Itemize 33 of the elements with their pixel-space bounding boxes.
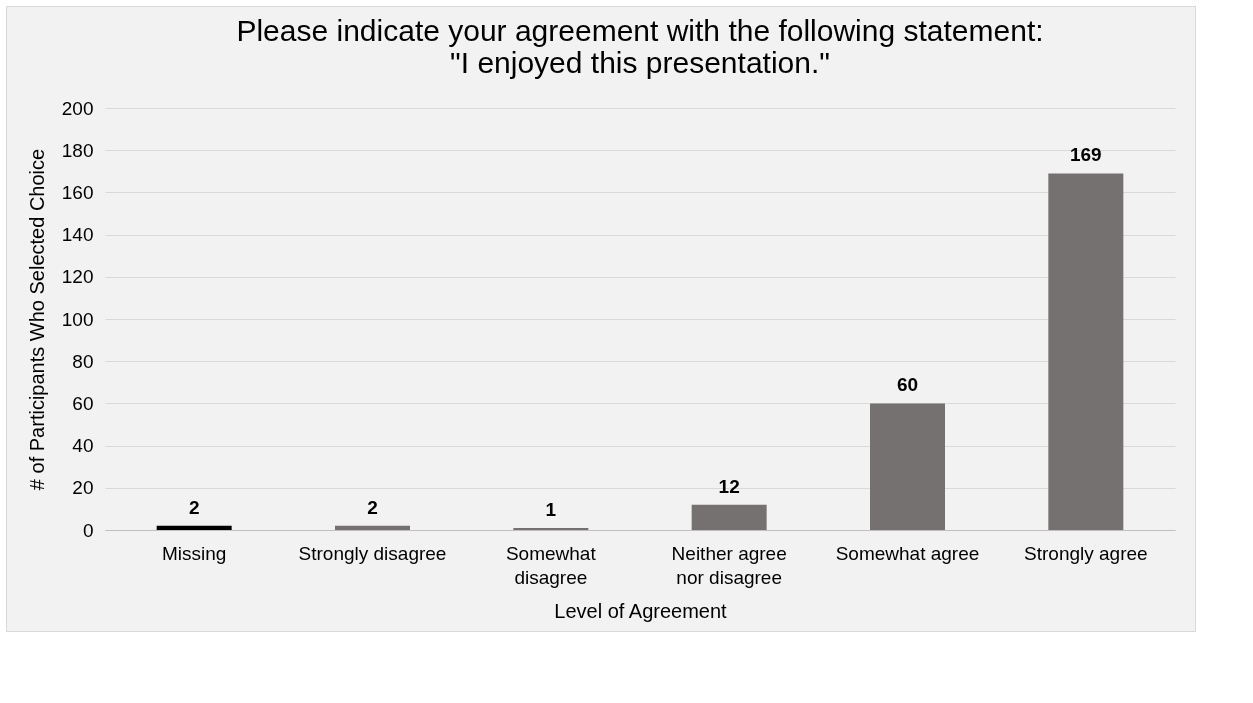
y-tick-label: 200 bbox=[61, 97, 94, 119]
y-tick-label: 20 bbox=[72, 477, 94, 499]
x-axis-title: Level of Agreement bbox=[554, 599, 728, 622]
x-tick-label: Somewhat disagree bbox=[505, 542, 597, 588]
data-label: 169 bbox=[1069, 144, 1102, 166]
y-tick-label: 0 bbox=[82, 519, 94, 541]
y-tick-label: 140 bbox=[61, 224, 94, 246]
y-tick-label: 40 bbox=[72, 435, 94, 457]
data-label: 12 bbox=[718, 475, 740, 497]
bar bbox=[156, 525, 232, 530]
bar bbox=[335, 525, 410, 530]
y-tick-label: 100 bbox=[61, 308, 94, 330]
text: "I enjoyed this presentation." bbox=[450, 46, 830, 79]
data-label: 1 bbox=[545, 498, 557, 520]
y-tick-label: 160 bbox=[61, 181, 94, 203]
text: Please indicate your agreement with the following statement: bbox=[236, 14, 1044, 47]
y-tick-label: 120 bbox=[61, 266, 94, 288]
bar bbox=[870, 403, 945, 530]
x-tick-label: Neither agree nor disagree bbox=[671, 542, 787, 588]
x-tick-label: Somewhat agree bbox=[835, 542, 980, 564]
y-tick-label: 180 bbox=[61, 139, 94, 161]
y-tick-label: 60 bbox=[72, 392, 94, 414]
x-tick-label: Strongly agree bbox=[1024, 542, 1148, 564]
x-tick-label: Strongly disagree bbox=[298, 542, 447, 564]
bar bbox=[513, 527, 589, 530]
data-label: 60 bbox=[896, 374, 919, 396]
data-label: 2 bbox=[188, 496, 200, 518]
y-tick-label: 80 bbox=[72, 350, 94, 372]
bar bbox=[1048, 173, 1124, 530]
data-label: 2 bbox=[367, 496, 378, 518]
y-axis-title: # of Participants Who Selected Choice bbox=[25, 148, 48, 491]
bar bbox=[691, 504, 767, 530]
x-tick-label: Missing bbox=[161, 542, 227, 564]
